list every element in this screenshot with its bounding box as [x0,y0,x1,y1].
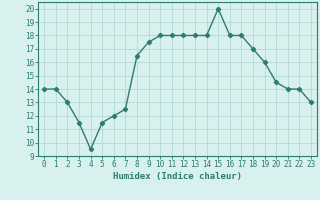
X-axis label: Humidex (Indice chaleur): Humidex (Indice chaleur) [113,172,242,181]
